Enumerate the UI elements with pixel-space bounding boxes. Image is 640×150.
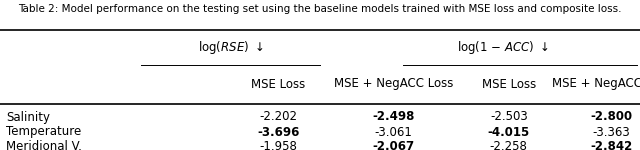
Text: MSE + NegACC Loss: MSE + NegACC Loss: [334, 78, 453, 90]
Text: Salinity: Salinity: [6, 111, 51, 123]
Text: -3.696: -3.696: [257, 126, 300, 138]
Text: -2.842: -2.842: [590, 141, 632, 150]
Text: -2.067: -2.067: [372, 141, 415, 150]
Text: -1.958: -1.958: [259, 141, 298, 150]
Text: Table 2: Model performance on the testing set using the baseline models trained : Table 2: Model performance on the testin…: [19, 4, 621, 15]
Text: -3.363: -3.363: [593, 126, 630, 138]
Text: -2.498: -2.498: [372, 111, 415, 123]
Text: MSE Loss: MSE Loss: [252, 78, 305, 90]
Text: MSE + NegACC Loss: MSE + NegACC Loss: [552, 78, 640, 90]
Text: -2.800: -2.800: [590, 111, 632, 123]
Text: Temperature: Temperature: [6, 126, 82, 138]
Text: -2.258: -2.258: [490, 141, 528, 150]
Text: -2.202: -2.202: [259, 111, 298, 123]
Text: -2.503: -2.503: [490, 111, 527, 123]
Text: log(1 $-$ $ACC$) $\downarrow$: log(1 $-$ $ACC$) $\downarrow$: [456, 39, 548, 57]
Text: MSE Loss: MSE Loss: [482, 78, 536, 90]
Text: log($RSE$) $\downarrow$: log($RSE$) $\downarrow$: [198, 39, 263, 57]
Text: Meridional V.: Meridional V.: [6, 141, 83, 150]
Text: -3.061: -3.061: [374, 126, 413, 138]
Text: -4.015: -4.015: [488, 126, 530, 138]
